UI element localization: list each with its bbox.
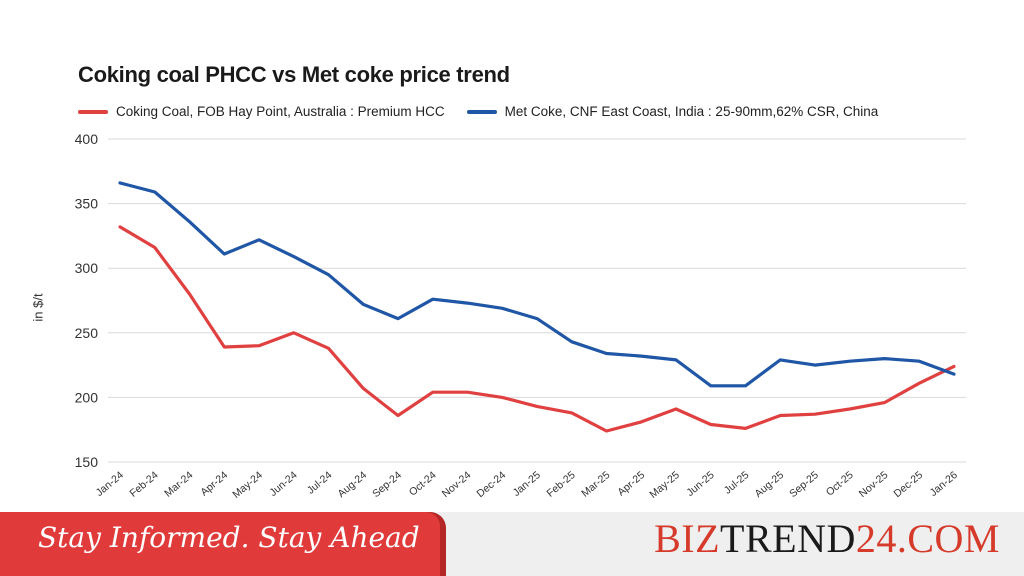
- x-tick-label: Apr-25: [615, 469, 647, 499]
- x-tick-label: May-25: [647, 469, 682, 501]
- x-tick-label: Nov-25: [857, 469, 891, 500]
- x-tick-label: Dec-24: [475, 469, 509, 500]
- y-tick-label: 300: [75, 260, 99, 276]
- x-tick-label: Nov-24: [440, 469, 474, 500]
- y-tick-label: 250: [75, 325, 99, 341]
- y-tick-label: 200: [75, 389, 99, 405]
- x-tick-label: Apr-24: [198, 469, 230, 499]
- tagline-text: Stay Informed. Stay Ahead: [38, 521, 420, 554]
- x-tick-label: Oct-25: [824, 469, 856, 499]
- legend-item-coking-coal: Coking Coal, FOB Hay Point, Australia : …: [78, 104, 445, 119]
- x-tick-label: May-24: [230, 469, 265, 501]
- series-line-met-coke: [118, 181, 956, 388]
- y-tick-label: 350: [75, 196, 99, 212]
- x-tick-label: Aug-25: [753, 469, 787, 500]
- series-line-coking-coal: [118, 225, 956, 433]
- y-tick-label: 400: [75, 131, 99, 147]
- x-tick-label: Jan-26: [928, 469, 960, 499]
- chart-legend: Coking Coal, FOB Hay Point, Australia : …: [78, 104, 878, 119]
- legend-swatch-met-coke: [466, 109, 497, 114]
- x-tick-label: Sep-25: [787, 469, 821, 500]
- brand-part-biz: BIZ: [654, 516, 721, 561]
- y-tick-label: 150: [75, 454, 99, 470]
- brand-part-trend: TREND: [720, 516, 856, 561]
- x-tick-label: Jun-25: [684, 469, 716, 499]
- x-tick-label: Jul-25: [722, 469, 752, 497]
- x-tick-label: Jul-24: [305, 469, 335, 497]
- legend-swatch-coking-coal: [78, 109, 108, 114]
- x-tick-label: Jun-24: [267, 469, 299, 499]
- x-tick-label: Dec-25: [892, 469, 926, 500]
- x-tick-label: Oct-24: [407, 469, 439, 499]
- brand-logo: BIZTREND24.COM: [654, 515, 1000, 562]
- legend-label-coking-coal: Coking Coal, FOB Hay Point, Australia : …: [116, 104, 445, 119]
- chart-title: Coking coal PHCC vs Met coke price trend: [78, 62, 510, 87]
- x-tick-label: Jan-24: [94, 469, 126, 499]
- brand-part-24com: 24.COM: [855, 516, 1000, 561]
- tagline-banner: [0, 512, 440, 576]
- x-tick-label: Feb-24: [127, 469, 160, 500]
- x-tick-label: Sep-24: [370, 469, 404, 500]
- x-tick-label: Jan-25: [511, 469, 543, 499]
- legend-label-met-coke: Met Coke, CNF East Coast, India : 25-90m…: [504, 104, 879, 119]
- x-tick-label: Mar-24: [162, 469, 195, 500]
- legend-item-met-coke: Met Coke, CNF East Coast, India : 25-90m…: [466, 104, 879, 119]
- x-tick-label: Feb-25: [544, 469, 577, 500]
- x-tick-label: Mar-25: [579, 469, 612, 500]
- x-tick-label: Aug-24: [336, 469, 370, 500]
